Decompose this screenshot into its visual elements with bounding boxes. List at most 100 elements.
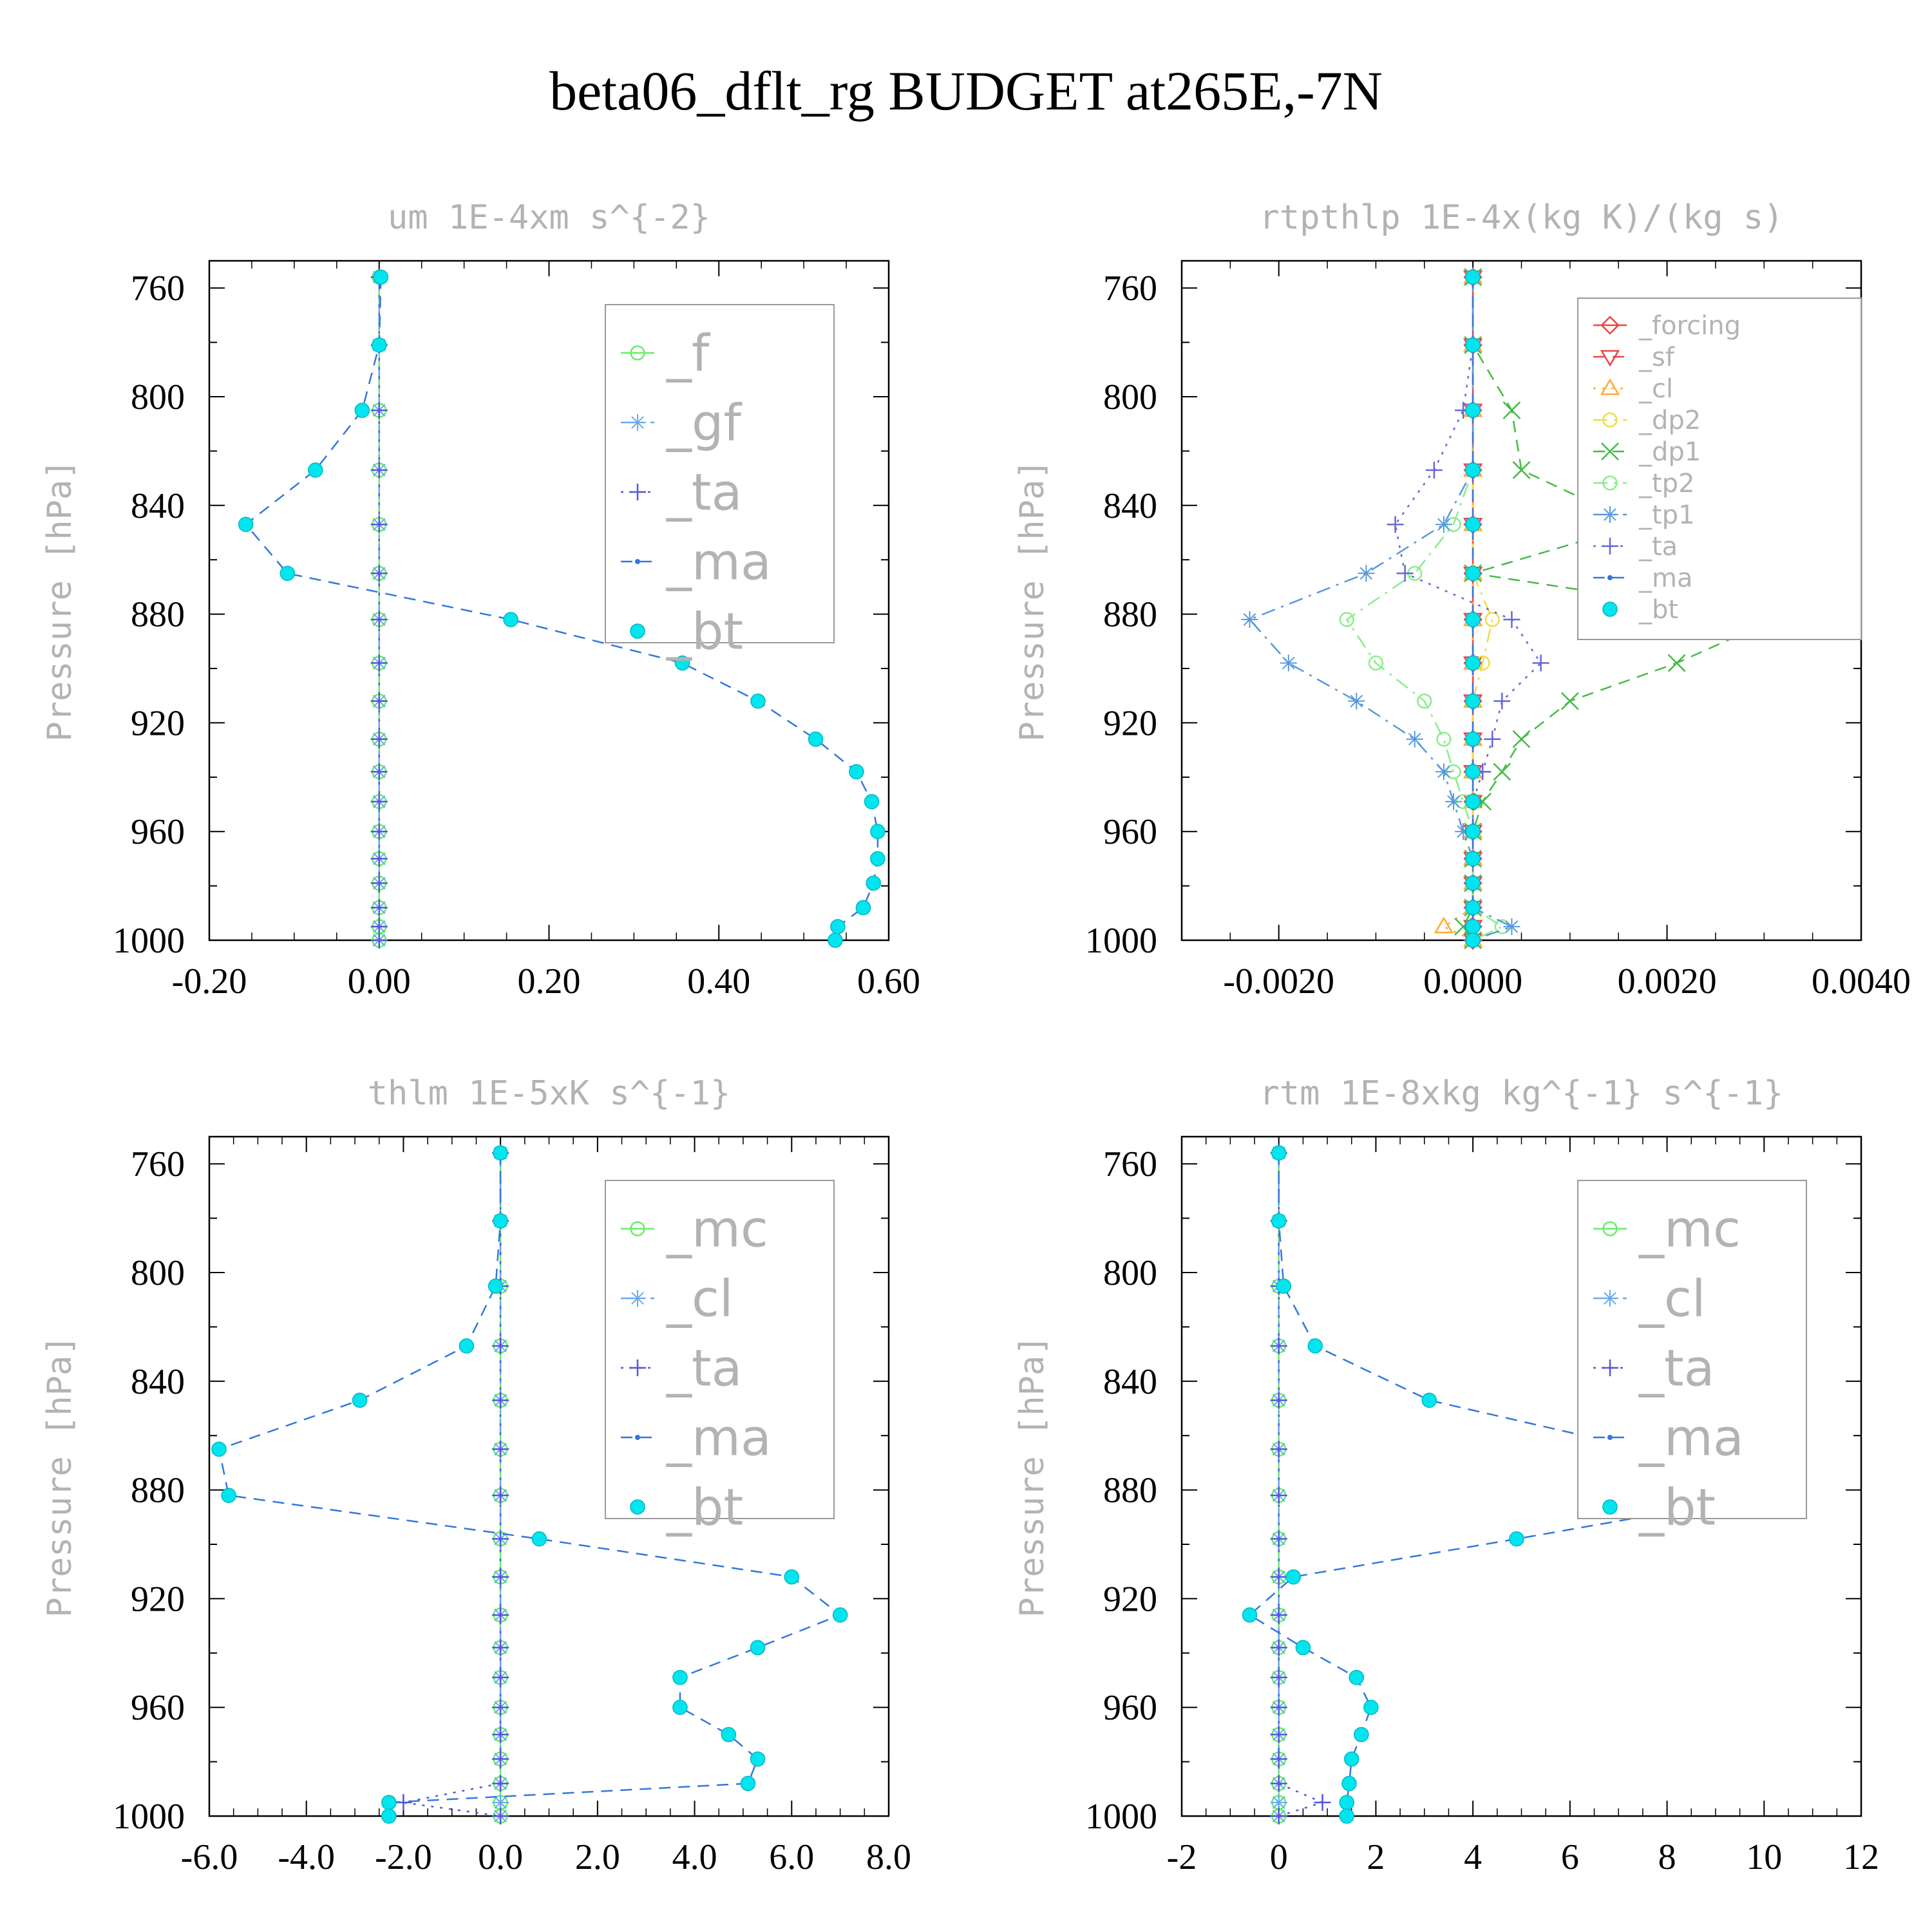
legend-marker bbox=[1602, 1290, 1618, 1307]
data-point bbox=[1493, 692, 1511, 710]
y-tick-label: 840 bbox=[1103, 486, 1157, 526]
data-point bbox=[370, 793, 388, 810]
data-point bbox=[1465, 875, 1481, 891]
legend-marker bbox=[630, 345, 645, 361]
legend: _mc _cl _ta _ma _bt bbox=[605, 1180, 835, 1537]
data-point bbox=[370, 692, 388, 710]
data-point bbox=[1445, 793, 1462, 810]
data-point bbox=[674, 655, 690, 671]
x-tick-label: 8 bbox=[1658, 1837, 1676, 1877]
series-line bbox=[1472, 277, 1493, 940]
x-tick-label: 0.20 bbox=[518, 961, 581, 1001]
data-point bbox=[370, 850, 388, 867]
data-point bbox=[1465, 900, 1481, 916]
data-point bbox=[855, 900, 871, 916]
y-axis-label: Pressure [hPa] bbox=[1013, 1335, 1052, 1617]
legend: _f _gf _ta _ma _bt bbox=[605, 304, 835, 661]
x-tick-label: -2 bbox=[1167, 1837, 1197, 1877]
data-point bbox=[1502, 401, 1521, 419]
data-point bbox=[1455, 823, 1472, 840]
y-tick-label: 760 bbox=[131, 1144, 185, 1184]
data-point bbox=[1532, 654, 1549, 672]
data-point bbox=[370, 932, 388, 949]
data-point bbox=[1341, 1776, 1357, 1792]
data-point bbox=[238, 516, 254, 533]
y-tick-label: 960 bbox=[1103, 812, 1157, 852]
series-line bbox=[244, 277, 879, 941]
legend-label: _ta bbox=[1638, 1340, 1714, 1397]
data-point bbox=[1270, 1669, 1287, 1686]
x-tick-label: 8.0 bbox=[866, 1837, 911, 1877]
legend-label: _gf bbox=[666, 394, 743, 452]
data-point bbox=[1509, 1531, 1524, 1547]
x-tick-label: -0.0020 bbox=[1223, 961, 1334, 1001]
data-point bbox=[1271, 1145, 1287, 1161]
y-tick-label: 800 bbox=[1103, 377, 1157, 417]
data-point bbox=[1503, 611, 1520, 629]
y-tick-label: 1000 bbox=[113, 921, 185, 961]
series bbox=[1241, 269, 1520, 949]
data-point bbox=[1484, 612, 1500, 627]
data-point bbox=[828, 933, 843, 948]
legend-label: _ma bbox=[1638, 564, 1692, 593]
legend-marker bbox=[1602, 412, 1618, 428]
data-point bbox=[370, 654, 388, 672]
legend-marker bbox=[1600, 378, 1620, 395]
data-point bbox=[1285, 1569, 1302, 1585]
legend-marker bbox=[1602, 538, 1618, 554]
legend-marker bbox=[1602, 1499, 1618, 1515]
data-point bbox=[1465, 612, 1481, 627]
y-tick-label: 880 bbox=[1103, 1471, 1157, 1511]
legend-marker bbox=[630, 1499, 645, 1515]
x-tick-label: -0.20 bbox=[172, 961, 247, 1001]
x-tick-label: 10 bbox=[1746, 1837, 1782, 1877]
data-point bbox=[1421, 1392, 1437, 1408]
y-tick-label: 1000 bbox=[1085, 921, 1157, 961]
data-point bbox=[371, 337, 387, 353]
data-point bbox=[1465, 933, 1481, 948]
data-point bbox=[721, 1727, 737, 1743]
data-point bbox=[672, 1700, 688, 1715]
y-tick-label: 800 bbox=[1103, 1253, 1157, 1293]
data-point bbox=[1270, 1392, 1287, 1409]
data-point bbox=[503, 612, 518, 627]
legend-marker bbox=[1602, 475, 1618, 491]
legend-box bbox=[1577, 1180, 1807, 1519]
y-tick-label: 1000 bbox=[1085, 1797, 1157, 1837]
data-point bbox=[1434, 916, 1454, 934]
data-point bbox=[1387, 516, 1404, 533]
data-point bbox=[493, 1213, 508, 1229]
y-tick-label: 760 bbox=[131, 269, 185, 308]
y-tick-label: 880 bbox=[1103, 595, 1157, 635]
data-point bbox=[492, 1726, 509, 1743]
data-point bbox=[1270, 1441, 1287, 1458]
legend-label: _ma bbox=[666, 533, 772, 591]
panel-title: rtm 1E-8xkg kg^{-1} s^{-1} bbox=[1260, 1074, 1784, 1113]
data-point bbox=[492, 1794, 509, 1811]
legend-marker bbox=[1600, 316, 1620, 335]
data-point bbox=[740, 1776, 756, 1792]
y-tick-label: 760 bbox=[1103, 1144, 1157, 1184]
data-point bbox=[370, 565, 388, 582]
y-tick-label: 880 bbox=[131, 595, 185, 635]
data-point bbox=[1349, 1669, 1365, 1685]
data-point bbox=[493, 1145, 508, 1161]
legend-label: _tp2 bbox=[1638, 469, 1695, 498]
legend: _forcing_sf_cl_dp2_dp1_tp2_tp1_ta_ma_bt bbox=[1577, 298, 1862, 640]
data-point bbox=[1465, 764, 1481, 780]
chart-panel: um 1E-4xm s^{-2} Pressure [hPa] 760 800 840 8… bbox=[41, 198, 920, 1001]
y-axis-label: Pressure [hPa] bbox=[1013, 459, 1052, 741]
series-line bbox=[1345, 277, 1504, 942]
data-point bbox=[849, 764, 864, 780]
panel-title: thlm 1E-5xK s^{-1} bbox=[368, 1074, 731, 1113]
legend-label: _cl bbox=[666, 1270, 734, 1328]
data-point bbox=[370, 763, 388, 781]
x-tick-label: 6 bbox=[1561, 1837, 1579, 1877]
x-tick-label: 4 bbox=[1464, 1837, 1482, 1877]
data-point bbox=[750, 693, 766, 709]
data-point bbox=[1465, 655, 1481, 671]
data-point bbox=[373, 269, 389, 285]
data-point bbox=[1363, 1700, 1379, 1715]
data-point bbox=[1280, 654, 1297, 672]
